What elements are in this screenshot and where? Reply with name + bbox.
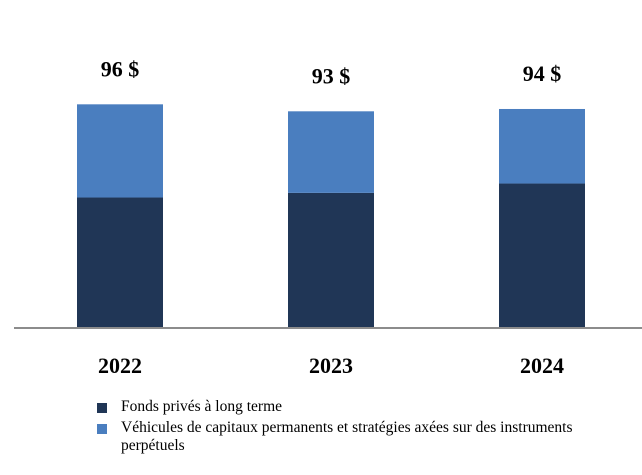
bar-segment-2022-series-0 xyxy=(77,197,163,328)
x-tick-label-2023: 2023 xyxy=(309,353,353,378)
bars-group xyxy=(77,104,585,328)
legend-swatch xyxy=(97,424,107,434)
legend-item: Fonds privés à long terme xyxy=(97,398,617,416)
x-tick-label-2024: 2024 xyxy=(520,353,564,378)
x-tick-labels-group: 2022 2023 2024 xyxy=(98,353,564,378)
legend-label: Fonds privés à long terme xyxy=(121,398,283,415)
legend: Fonds privés à long terme Véhicules de c… xyxy=(97,398,617,458)
bar-segment-2024-series-0 xyxy=(499,183,585,328)
legend-swatch xyxy=(97,403,107,413)
bar-segment-2022-series-1 xyxy=(77,104,163,198)
legend-label: Véhicules de capitaux permanents et stra… xyxy=(121,419,573,454)
total-label-2022: 96 $ xyxy=(101,56,140,81)
total-label-2024: 94 $ xyxy=(523,61,562,86)
total-labels-group: 96 $ 93 $ 94 $ xyxy=(101,56,562,88)
bar-segment-2023-series-1 xyxy=(288,111,374,193)
legend-item: Véhicules de capitaux permanents et stra… xyxy=(97,419,617,455)
bar-segment-2023-series-0 xyxy=(288,192,374,328)
x-tick-label-2022: 2022 xyxy=(98,353,142,378)
total-label-2023: 93 $ xyxy=(312,63,351,88)
chart: 96 $ 93 $ 94 $ 2022 2023 2024 xyxy=(14,56,642,378)
bar-segment-2024-series-1 xyxy=(499,108,585,184)
